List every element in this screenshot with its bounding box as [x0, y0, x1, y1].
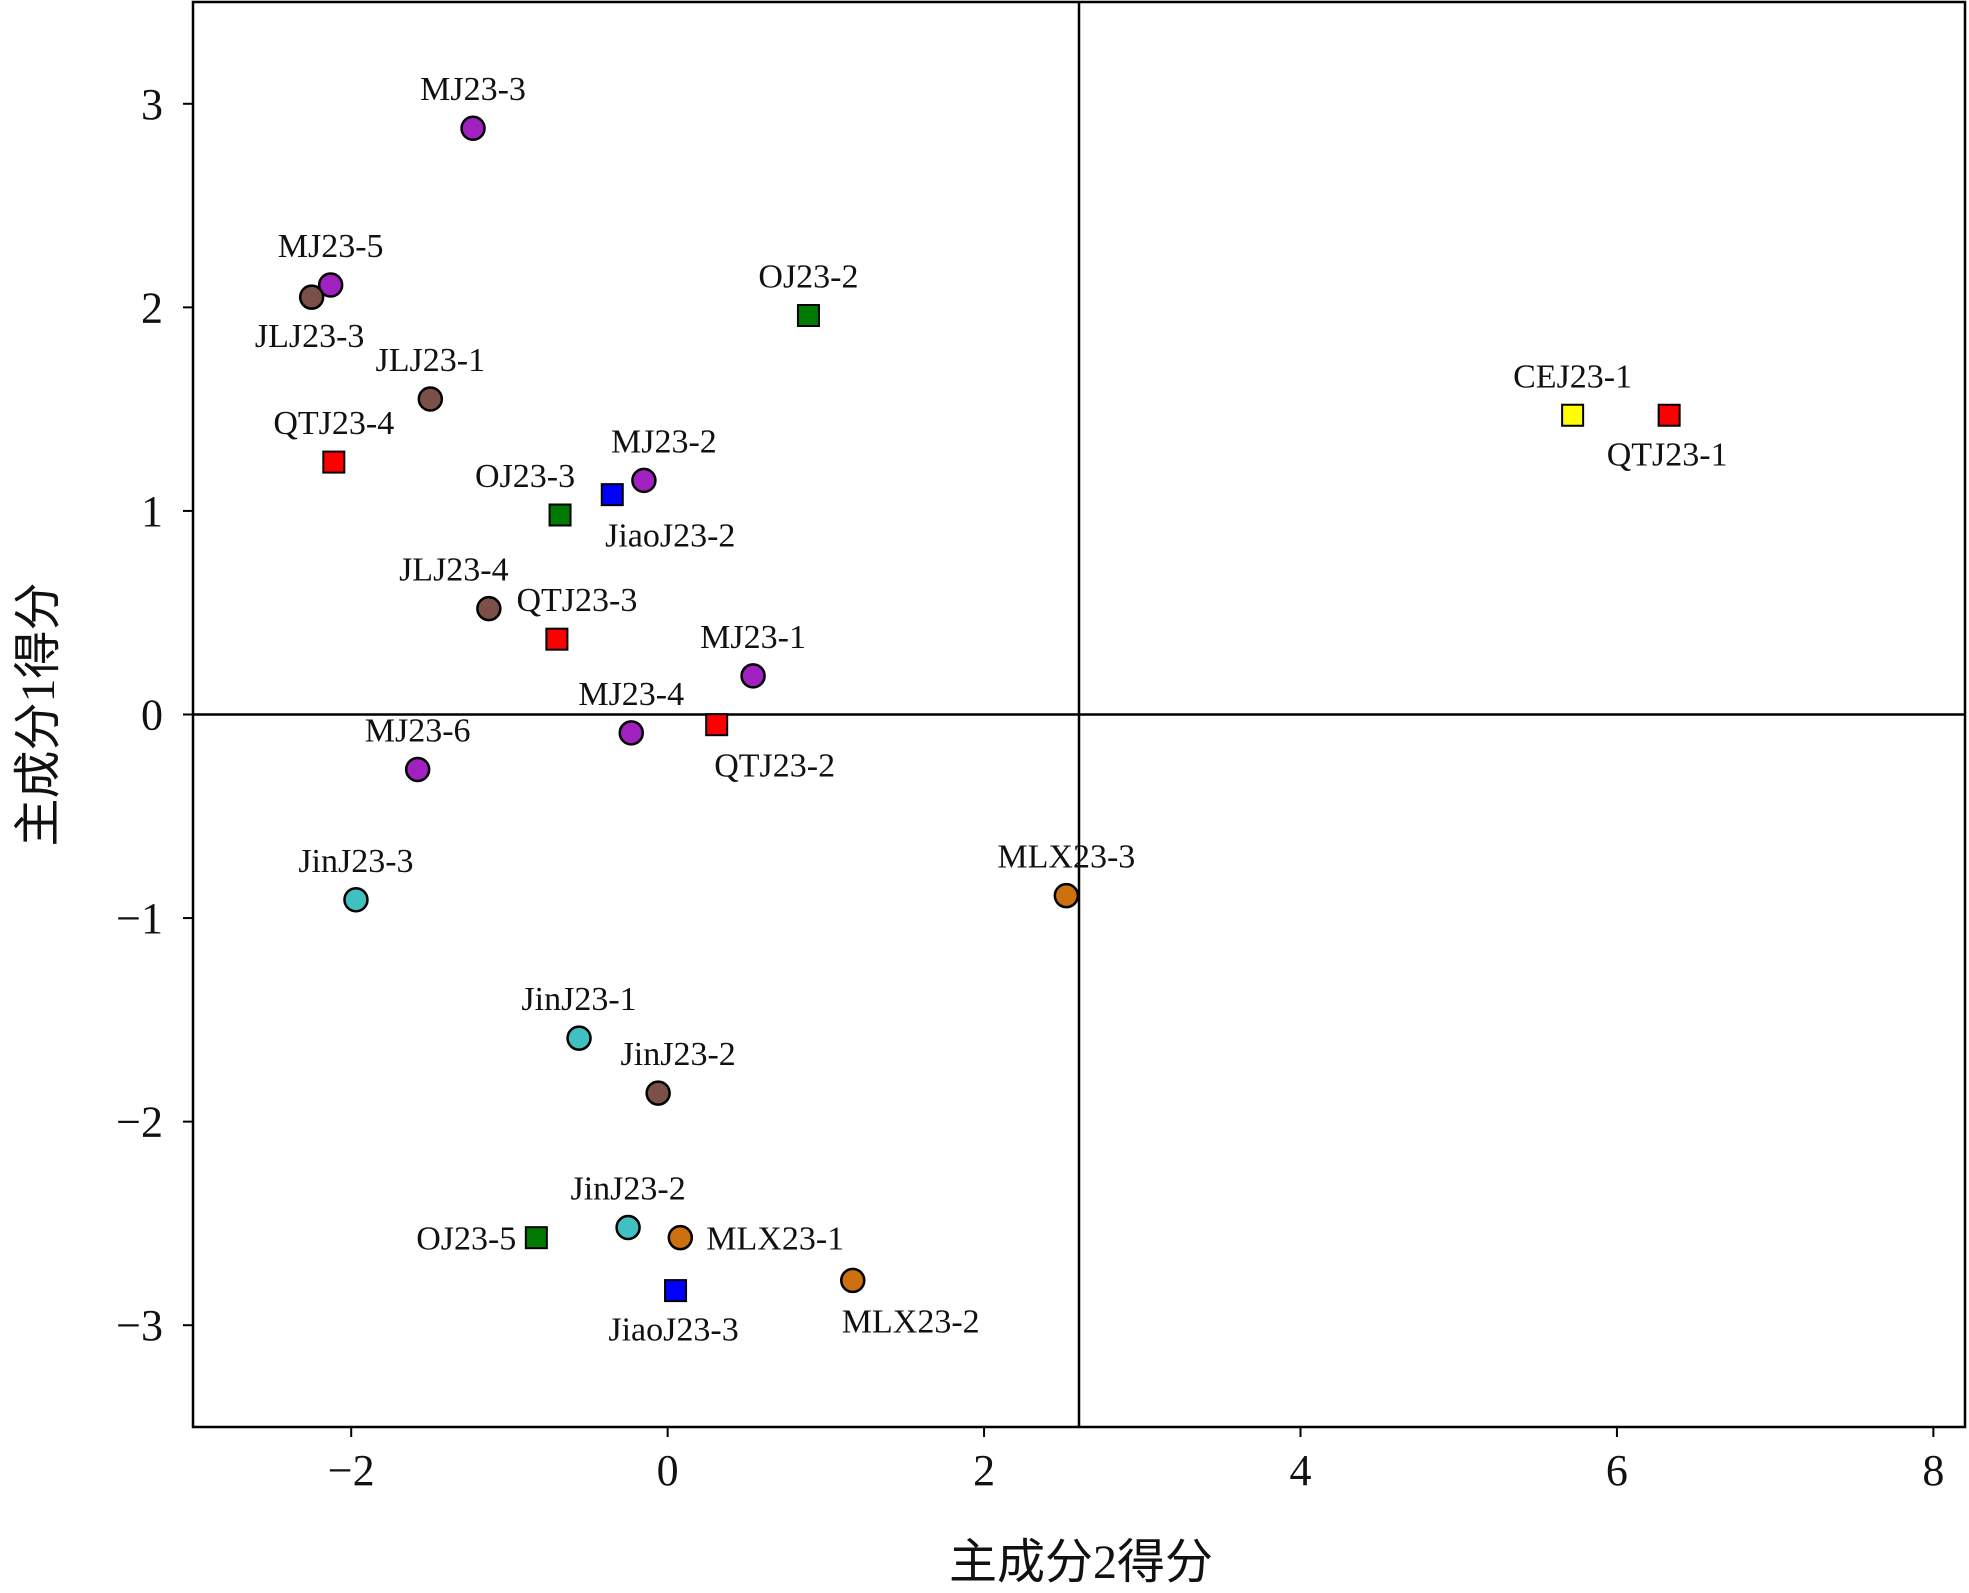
data-label: JinJ23-2	[621, 1036, 736, 1073]
y-tick-label: 2	[141, 283, 163, 332]
x-tick-label: 6	[1606, 1446, 1628, 1495]
x-axis-title: 主成分2得分	[949, 1536, 1213, 1589]
data-point-circle	[840, 1267, 866, 1294]
reference-lines	[193, 2, 1965, 1427]
x-tick-label: 2	[973, 1446, 995, 1495]
data-point-circle	[645, 1080, 671, 1106]
data-point-square	[322, 450, 346, 474]
y-axis: 3 2 1 0 −1 −2 −3	[116, 80, 193, 1350]
data-label: MJ23-3	[420, 71, 526, 108]
y-axis-title: 主成分1得分	[12, 582, 65, 846]
data-point-circle	[298, 284, 325, 310]
data-label: QTJ23-4	[273, 405, 394, 442]
x-tick-label: 0	[657, 1446, 679, 1495]
data-label: JinJ23-1	[521, 981, 636, 1018]
data-label: QTJ23-3	[516, 582, 637, 619]
data-label: OJ23-5	[416, 1221, 516, 1258]
data-point-square	[600, 483, 624, 507]
data-point-circle	[631, 467, 657, 494]
data-label: JiaoJ23-3	[608, 1312, 738, 1349]
x-tick-label: −2	[328, 1446, 375, 1495]
data-point-circle	[566, 1025, 592, 1051]
y-tick-label: 3	[141, 80, 163, 129]
data-point-circle	[615, 1214, 641, 1241]
data-point-square	[1561, 403, 1585, 427]
y-tick-label: 1	[141, 487, 163, 536]
plot-frame	[191, 0, 1967, 1429]
data-label: OJ23-3	[475, 458, 575, 495]
data-point-square	[524, 1226, 548, 1250]
data-points	[298, 115, 1681, 1303]
data-point-square	[545, 627, 569, 651]
data-label: OJ23-2	[758, 259, 858, 296]
y-tick-label: 0	[141, 691, 163, 740]
data-label: QTJ23-2	[714, 748, 835, 785]
data-label: MJ23-2	[611, 423, 717, 460]
data-label: JLJ23-1	[376, 342, 486, 379]
data-point-square	[796, 304, 820, 327]
data-point-circle	[476, 595, 502, 622]
data-point-circle	[1053, 882, 1080, 909]
data-label: JiaoJ23-2	[605, 518, 735, 555]
data-label: JinJ23-3	[298, 843, 413, 880]
data-label: JLJ23-3	[255, 318, 365, 355]
data-point-square	[548, 503, 572, 527]
data-label: MJ23-5	[278, 228, 384, 265]
data-point-circle	[404, 756, 431, 783]
data-label: MLX23-3	[997, 839, 1135, 876]
data-point-circle	[740, 663, 766, 689]
data-label: MJ23-1	[700, 619, 806, 656]
data-point-square	[664, 1279, 688, 1303]
data-label: CEJ23-1	[1513, 358, 1632, 395]
data-label: JLJ23-4	[399, 552, 509, 589]
data-label: MJ23-6	[365, 712, 471, 749]
data-point-circle	[417, 386, 444, 412]
data-point-square	[705, 713, 729, 737]
data-label: MLX23-2	[842, 1303, 980, 1340]
y-tick-label: −1	[116, 894, 163, 943]
x-axis: −2 0 2 4 6 8	[328, 1427, 1944, 1495]
y-tick-label: −2	[116, 1098, 163, 1147]
data-point-circle	[667, 1224, 694, 1251]
x-tick-label: 8	[1922, 1446, 1944, 1495]
data-labels: MJ23-3 MJ23-5 JLJ23-3 OJ23-2 JLJ23-1 QTJ23-4 M…	[255, 71, 1728, 1348]
data-label: MLX23-1	[706, 1221, 844, 1258]
data-label: MJ23-4	[578, 676, 684, 713]
data-point-circle	[317, 272, 344, 298]
data-point-circle	[618, 720, 645, 746]
data-label: JinJ23-2	[570, 1171, 685, 1208]
y-tick-label: −3	[116, 1301, 163, 1350]
data-point-square	[1657, 403, 1681, 427]
x-tick-label: 4	[1290, 1446, 1312, 1495]
data-point-circle	[460, 115, 486, 141]
data-point-circle	[343, 887, 369, 913]
data-label: QTJ23-1	[1607, 436, 1728, 473]
